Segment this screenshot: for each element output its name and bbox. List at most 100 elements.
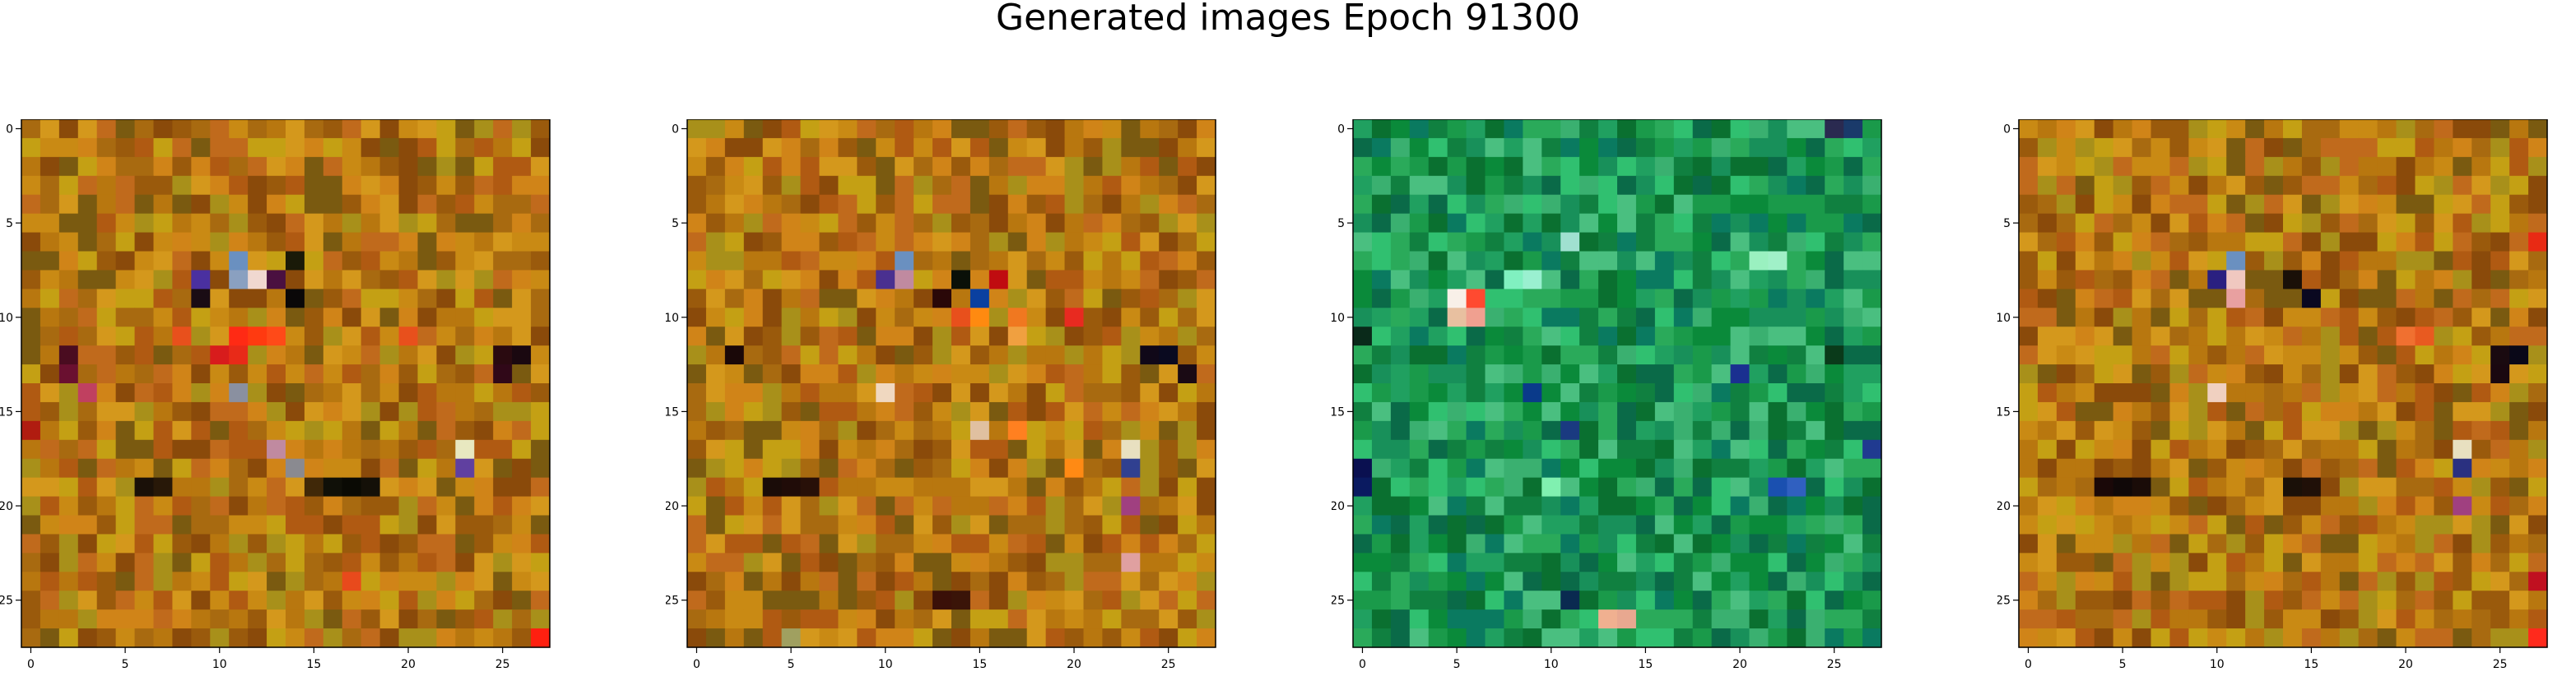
pixel-cell <box>705 327 726 346</box>
pixel-cell <box>2075 213 2095 234</box>
pixel-cell <box>1007 534 1028 554</box>
pixel-cell <box>2075 137 2095 158</box>
pixel-cell <box>1579 572 1599 591</box>
pixel-cell <box>2019 496 2039 517</box>
pixel-cell <box>2509 591 2529 610</box>
pixel-cell <box>493 458 513 479</box>
pixel-cell <box>58 327 79 346</box>
pixel-cell <box>2339 591 2360 610</box>
pixel-cell <box>1197 251 1216 271</box>
pixel-cell <box>876 194 895 215</box>
pixel-cell <box>932 572 952 591</box>
pixel-cell <box>531 458 551 479</box>
pixel-cell <box>1159 137 1179 158</box>
pixel-cell <box>1390 477 1411 498</box>
pixel-cell <box>1523 213 1542 234</box>
pixel-cell <box>455 401 475 422</box>
pixel-cell <box>705 137 726 158</box>
pixel-cell <box>2075 364 2095 384</box>
pixel-cell <box>1579 345 1599 365</box>
pixel-cell <box>1541 194 1561 215</box>
pixel-cell <box>2169 308 2189 327</box>
pixel-cell <box>951 496 971 517</box>
pixel-cell <box>2396 572 2416 591</box>
pixel-cell <box>1654 137 1675 158</box>
pixel-cell <box>1768 175 1788 196</box>
pixel-cell <box>1159 308 1179 327</box>
pixel-cell <box>705 553 726 572</box>
pixel-cell <box>781 213 802 234</box>
pixel-cell <box>286 515 305 535</box>
pixel-cell <box>743 553 764 572</box>
pixel-cell <box>743 251 764 271</box>
pixel-cell <box>2301 591 2322 610</box>
pixel-cell <box>2471 515 2491 535</box>
pixel-cell <box>876 591 895 610</box>
pixel-cell <box>1673 251 1694 271</box>
pixel-cell <box>1806 213 1825 234</box>
pixel-cell <box>1673 628 1694 648</box>
pixel-cell <box>2056 515 2076 535</box>
pixel-cell <box>286 401 305 422</box>
pixel-cell <box>1197 591 1216 610</box>
pixel-cell <box>838 420 858 441</box>
pixel-cell <box>1787 213 1806 234</box>
pixel-cell <box>724 534 745 554</box>
y-tick-label: 15 <box>1997 405 2011 419</box>
pixel-cell <box>210 345 230 365</box>
pixel-cell <box>153 232 174 253</box>
pixel-cell <box>1504 515 1523 535</box>
pixel-cell <box>2113 383 2133 403</box>
pixel-cell <box>229 609 249 629</box>
pixel-cell <box>1045 213 1066 234</box>
pixel-cell <box>1007 496 1028 517</box>
pixel-cell <box>1787 251 1806 271</box>
pixel-cell <box>988 572 1009 591</box>
pixel-cell <box>2528 420 2548 441</box>
pixel-cell <box>1862 420 1882 441</box>
pixel-cell <box>512 383 532 403</box>
pixel-cell <box>1711 251 1732 271</box>
pixel-cell <box>2245 308 2265 327</box>
pixel-cell <box>762 232 783 253</box>
pixel-cell <box>2283 327 2303 346</box>
pixel-cell <box>153 289 174 308</box>
pixel-cell <box>2094 137 2114 158</box>
pixel-cell <box>895 439 914 460</box>
pixel-cell <box>1428 458 1448 479</box>
pixel-cell <box>1635 308 1656 327</box>
pixel-cell <box>1635 420 1656 441</box>
pixel-cell <box>2490 156 2510 177</box>
pixel-cell <box>1862 628 1882 648</box>
pixel-cell <box>172 270 192 290</box>
pixel-cell <box>1635 383 1656 403</box>
pixel-cell <box>2283 515 2303 535</box>
pixel-cell <box>1768 515 1788 535</box>
pixel-cell <box>1371 591 1392 610</box>
pixel-cell <box>1102 137 1122 158</box>
pixel-cell <box>21 345 41 365</box>
pixel-cell <box>705 534 726 554</box>
pixel-cell <box>436 553 456 572</box>
pixel-cell <box>2358 439 2378 460</box>
pixel-cell <box>1504 420 1523 441</box>
pixel-cell <box>1749 515 1769 535</box>
pixel-cell <box>286 477 305 498</box>
pixel-cell <box>398 383 419 403</box>
pixel-cell <box>2226 308 2246 327</box>
pixel-cell <box>895 308 914 327</box>
pixel-cell <box>398 515 419 535</box>
pixel-cell <box>2056 194 2076 215</box>
pixel-cell <box>876 496 895 517</box>
pixel-cell <box>1447 477 1467 498</box>
pixel-cell <box>248 232 267 253</box>
pixel-cell <box>2283 534 2303 554</box>
pixel-cell <box>1371 383 1392 403</box>
pixel-cell <box>210 289 230 308</box>
pixel-cell <box>1806 401 1825 422</box>
pixel-cell <box>1560 628 1580 648</box>
pixel-cell <box>2434 194 2453 215</box>
pixel-cell <box>743 572 764 591</box>
pixel-cell <box>2151 458 2171 479</box>
